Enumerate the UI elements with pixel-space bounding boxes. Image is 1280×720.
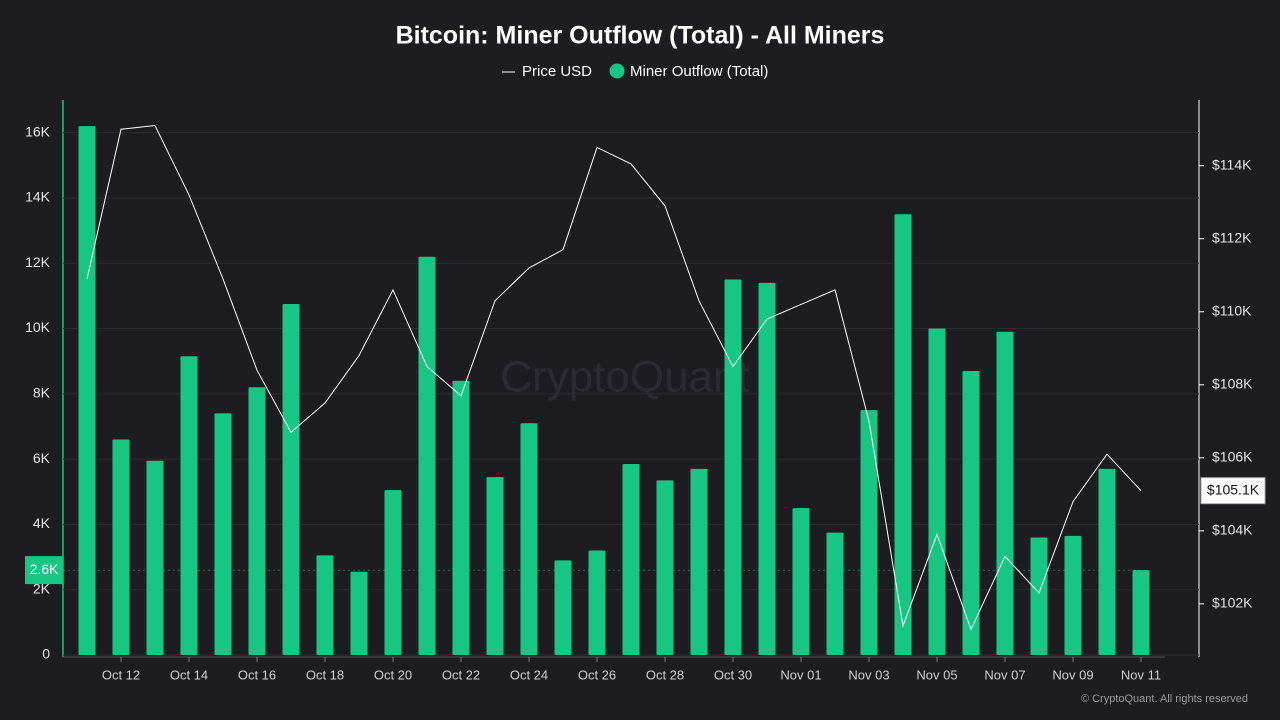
- bar: [180, 356, 198, 655]
- bar: [384, 490, 402, 655]
- x-tick-label: Nov 05: [916, 667, 957, 682]
- value-label-box: [1200, 477, 1266, 505]
- x-tick-label: Oct 30: [714, 667, 752, 682]
- y-tick-label: 6K: [33, 450, 51, 466]
- x-tick-label: Oct 26: [578, 667, 616, 682]
- bar: [248, 387, 266, 655]
- y2-tick-label: $104K: [1212, 522, 1253, 538]
- y2-tick-label: $108K: [1212, 376, 1253, 392]
- bar: [1030, 537, 1048, 655]
- bar: [350, 571, 368, 655]
- bar: [316, 555, 334, 655]
- y-tick-label: 2K: [33, 580, 51, 596]
- bar: [1064, 535, 1082, 655]
- bar: [520, 423, 538, 655]
- legend-label: Price USD: [522, 63, 592, 80]
- x-tick-label: Oct 12: [102, 667, 140, 682]
- x-tick-label: Oct 18: [306, 667, 344, 682]
- bar: [962, 370, 980, 655]
- y-tick-label: 4K: [33, 515, 51, 531]
- value-label: $105.1K: [1207, 481, 1260, 497]
- bar: [214, 413, 232, 655]
- y-tick-label: 10K: [25, 319, 51, 335]
- x-tick-label: Nov 07: [984, 667, 1025, 682]
- bar: [622, 464, 640, 655]
- bar: [894, 214, 912, 655]
- y2-tick-label: $106K: [1212, 449, 1253, 465]
- chart-title: Bitcoin: Miner Outflow (Total) - All Min…: [396, 22, 885, 50]
- bar: [1098, 468, 1116, 655]
- legend-swatch: [609, 63, 625, 79]
- bar: [146, 460, 164, 655]
- bar: [452, 380, 470, 655]
- bar: [996, 331, 1014, 655]
- bar: [486, 477, 504, 655]
- legend-label: Miner Outflow (Total): [630, 63, 768, 80]
- credit: © CryptoQuant. All rights reserved: [1081, 693, 1248, 705]
- x-tick-label: Nov 09: [1052, 667, 1093, 682]
- value-label-box: [25, 556, 63, 585]
- y2-tick-label: $102K: [1212, 595, 1253, 611]
- y-tick-label: 8K: [33, 385, 51, 401]
- y-tick-label: 12K: [25, 254, 51, 270]
- bar: [1132, 570, 1150, 655]
- bar: [690, 468, 708, 655]
- bar: [418, 256, 436, 655]
- bar: [656, 480, 674, 655]
- bar: [758, 282, 776, 655]
- y2-tick-label: $112K: [1212, 229, 1252, 245]
- bar: [282, 304, 300, 655]
- x-tick-label: Oct 22: [442, 667, 480, 682]
- y-tick-label: 16K: [25, 123, 51, 139]
- bar: [78, 126, 96, 655]
- x-tick-label: Nov 03: [848, 667, 889, 682]
- price-line: [86, 125, 1142, 631]
- y2-tick-label: $114K: [1212, 156, 1252, 172]
- bar: [112, 439, 130, 655]
- x-tick-label: Oct 24: [510, 667, 548, 682]
- x-tick-label: Oct 20: [374, 667, 412, 682]
- x-tick-label: Oct 28: [646, 667, 684, 682]
- bar: [826, 532, 844, 655]
- y2-tick-label: $110K: [1212, 302, 1252, 318]
- bar: [588, 550, 606, 655]
- x-tick-label: Nov 01: [780, 667, 821, 682]
- x-tick-label: Oct 16: [238, 667, 276, 682]
- bar: [554, 560, 572, 655]
- value-label: 2.6K: [30, 561, 59, 577]
- bar: [724, 279, 742, 655]
- x-tick-label: Nov 11: [1121, 667, 1161, 682]
- bar: [792, 508, 810, 655]
- y-tick-label: 0: [42, 646, 50, 662]
- y-tick-label: 14K: [25, 189, 51, 205]
- x-tick-label: Oct 14: [170, 667, 208, 682]
- bar: [928, 328, 946, 655]
- bar: [860, 410, 878, 655]
